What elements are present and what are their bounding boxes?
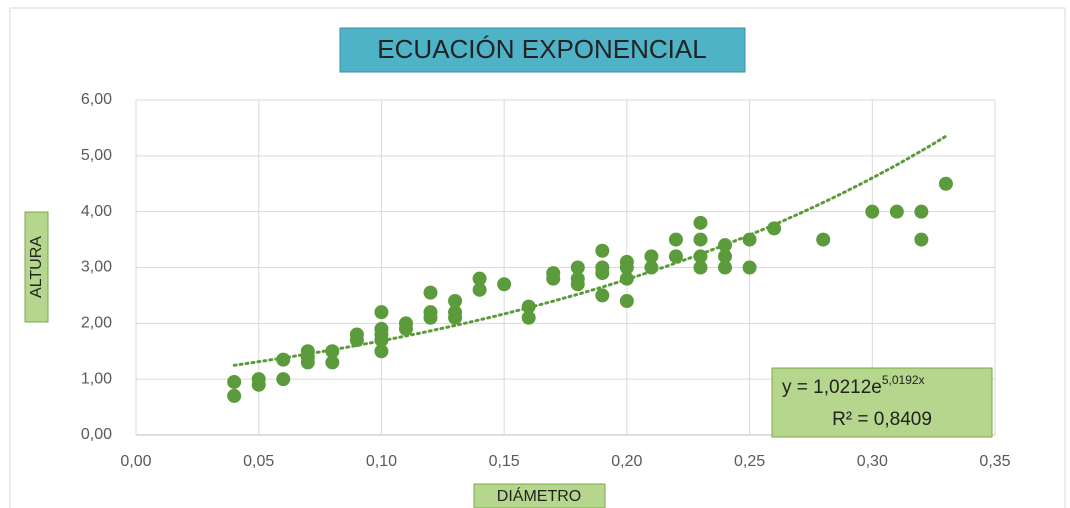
trend-equation: y = 1,0212e5,0192x: [782, 373, 925, 398]
point: [448, 294, 463, 308]
r-squared: R² = 0,8409: [832, 409, 932, 430]
point: [816, 232, 831, 247]
y-tick-label: 1,00: [81, 370, 112, 387]
point: [693, 260, 708, 275]
point: [546, 271, 561, 286]
y-tick-label: 5,00: [81, 147, 112, 164]
point: [423, 310, 438, 325]
point: [251, 377, 266, 392]
title-box: [339, 27, 746, 73]
x-tick-label: 0,30: [857, 453, 888, 470]
point: [227, 388, 242, 403]
point: [570, 260, 585, 275]
point: [668, 232, 683, 247]
point: [865, 204, 880, 219]
point: [325, 355, 340, 370]
y-tick-label: 4,00: [81, 203, 112, 220]
point: [448, 310, 463, 325]
x-tick-label: 0,00: [120, 453, 151, 470]
point: [742, 260, 757, 275]
x-tick-label: 0,10: [366, 453, 397, 470]
point: [668, 249, 683, 264]
point: [693, 249, 708, 264]
point: [595, 266, 610, 281]
point: [914, 232, 929, 247]
point: [914, 204, 929, 219]
point: [521, 310, 536, 325]
point: [374, 344, 389, 359]
point: [423, 285, 438, 300]
point: [398, 321, 413, 336]
y-tick-label: 0,00: [81, 426, 112, 443]
y-tick-label: 6,00: [81, 91, 112, 108]
point: [374, 305, 389, 320]
point: [693, 232, 708, 247]
point: [300, 355, 315, 370]
point: [767, 221, 782, 236]
point: [718, 249, 733, 264]
y-label-box: [24, 211, 49, 323]
x-tick-label: 0,05: [243, 453, 274, 470]
point: [644, 249, 659, 264]
x-tick-label: 0,25: [734, 453, 765, 470]
point: [595, 243, 610, 258]
point: [938, 176, 953, 191]
trendline: [232, 134, 948, 367]
plot-area: 0,00 1,00 2,00 3,00 4,00 5,00 6,00 0,00 0,05 0,10…: [81, 91, 1011, 470]
x-tick-label: 0,35: [979, 453, 1010, 470]
x-tick-label: 0,15: [489, 453, 520, 470]
point: [570, 277, 585, 292]
point: [472, 271, 487, 286]
point: [497, 277, 512, 292]
point: [693, 215, 708, 230]
point: [276, 372, 291, 387]
point: [889, 204, 904, 219]
y-tick-label: 3,00: [81, 259, 112, 276]
point: [595, 288, 610, 303]
point: [619, 260, 634, 275]
x-tick-label: 0,20: [611, 453, 642, 470]
equation-box: [771, 367, 993, 438]
point: [619, 294, 634, 308]
y-tick-label: 2,00: [81, 315, 112, 332]
y-axis-label: ALTURA: [28, 236, 45, 298]
point: [227, 374, 242, 389]
equation-exponent: 5,0192x: [882, 373, 925, 387]
x-label-box: [473, 483, 606, 508]
chart-title: ECUACIÓN EXPONENCIAL: [377, 34, 706, 64]
point: [718, 260, 733, 275]
x-axis-label: DIÁMETRO: [497, 486, 581, 505]
equation-base: y = 1,0212e: [782, 377, 882, 398]
point: [472, 282, 487, 297]
